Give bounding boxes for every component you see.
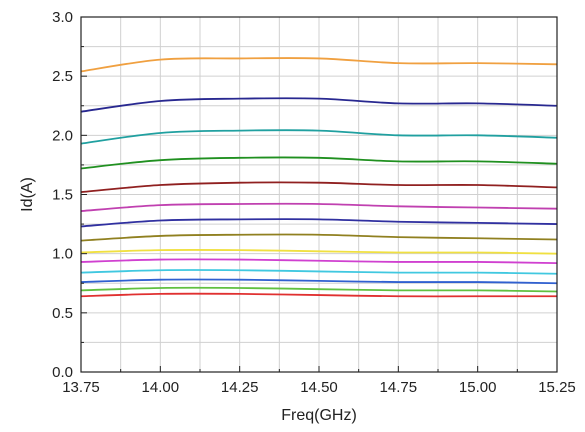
y-axis-ticks: 0.0 0.5 1.0 1.5 2.0 2.5 3.0 [52,9,87,381]
series-line-12 [80,129,558,145]
series-line-9 [80,202,558,212]
series-line-2 [80,286,558,293]
y-tick-label: 2.0 [52,127,73,144]
y-tick-label: 0.0 [52,364,73,381]
y-axis-label: Id(A) [19,177,36,212]
y-tick-label: 2.5 [52,68,73,85]
x-tick-label: 14.75 [380,379,418,396]
series-line-13 [80,97,558,113]
y-tick-label: 0.5 [52,305,73,322]
x-tick-label: 15.00 [459,379,497,396]
series-line-7 [80,233,558,242]
x-tick-label: 14.50 [300,379,338,396]
x-axis-label: Freq(GHz) [281,407,357,424]
series-line-1 [80,292,557,298]
series-line-4 [80,269,558,275]
y-tick-label: 1.5 [52,187,73,204]
grid [81,17,557,372]
x-tick-label: 14.25 [221,379,259,396]
series-line-11 [80,156,558,170]
x-tick-label: 13.75 [62,379,100,396]
y-tick-label: 3.0 [52,9,73,26]
series-line-3 [80,278,558,285]
series-line-10 [80,181,558,194]
series-line-6 [80,248,558,255]
y-tick-label: 1.0 [52,246,73,263]
series-line-8 [80,218,558,228]
series-line-14 [80,57,558,73]
x-axis-ticks: 13.75 14.00 14.25 14.50 14.75 15.00 15.25 [62,366,576,396]
series-line-5 [80,258,558,265]
series-lines [80,57,558,298]
x-tick-label: 15.25 [538,379,576,396]
x-tick-label: 14.00 [142,379,180,396]
